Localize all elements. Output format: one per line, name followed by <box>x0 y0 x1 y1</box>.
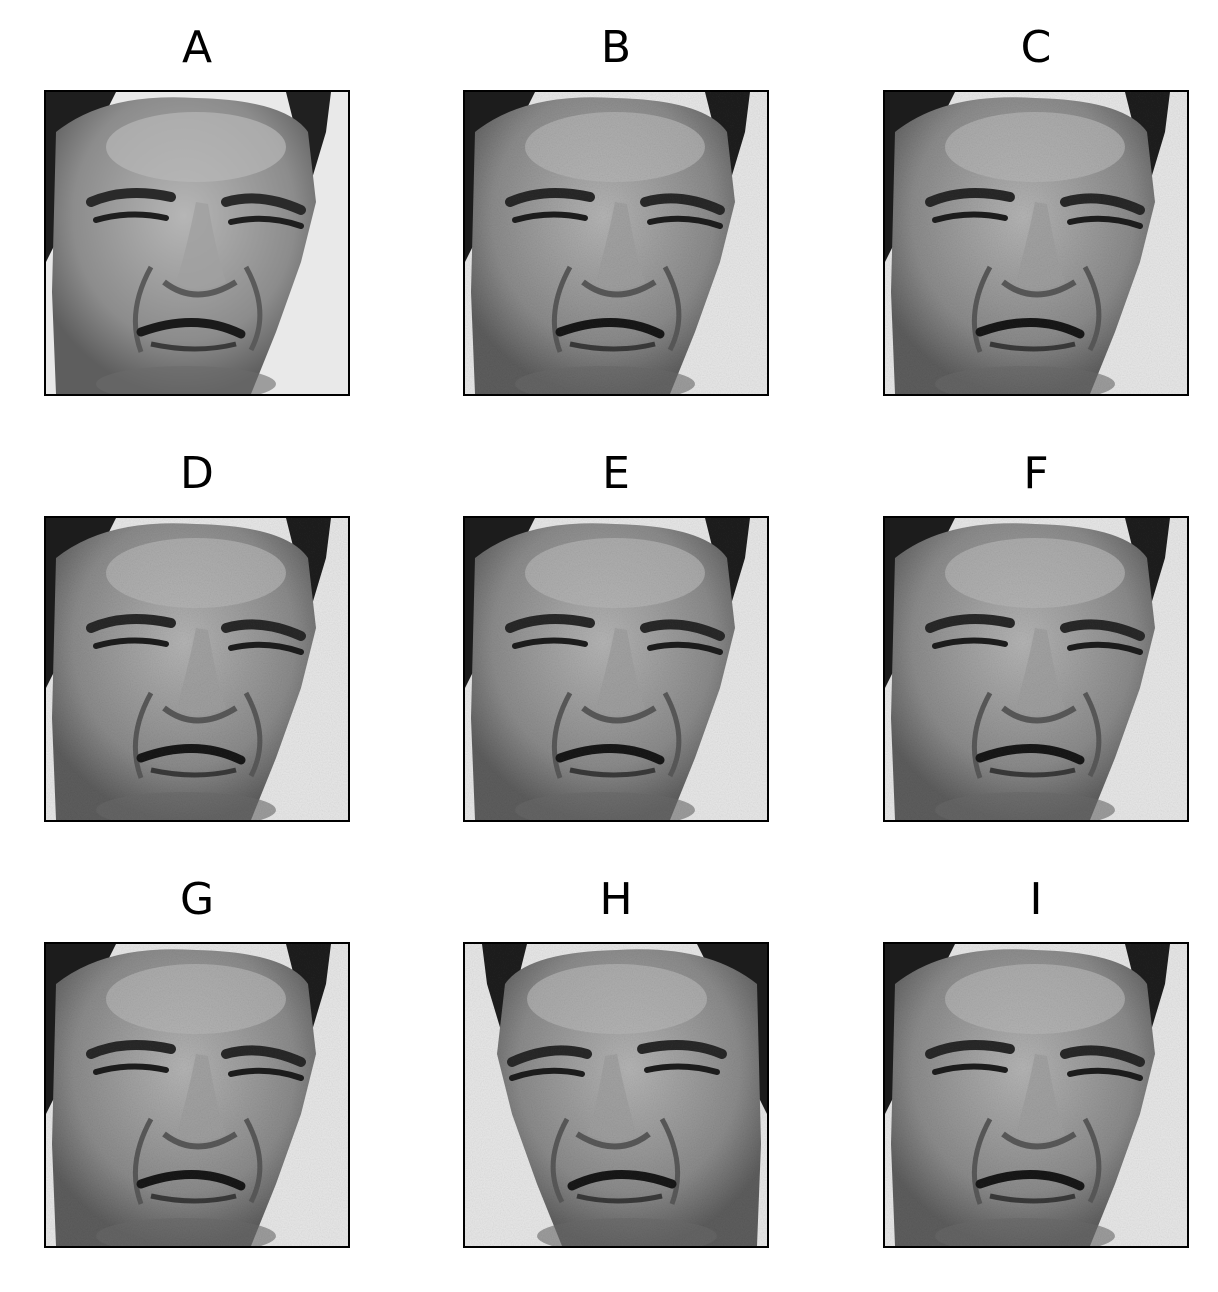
panel-title: C <box>1020 22 1052 73</box>
face-image <box>883 942 1189 1248</box>
panel-f: F <box>883 426 1189 822</box>
panel-d: D <box>44 426 350 822</box>
face-image <box>883 90 1189 396</box>
panel-g: G <box>44 852 350 1248</box>
panel-c: C <box>883 0 1189 396</box>
face-image <box>44 942 350 1248</box>
face-image <box>463 90 769 396</box>
panel-i: I <box>883 852 1189 1248</box>
panel-title: F <box>1023 448 1049 499</box>
panel-h: H <box>463 852 769 1248</box>
panel-title: D <box>180 448 214 499</box>
panel-title: B <box>600 22 632 73</box>
panel-title: G <box>179 874 215 925</box>
face-image <box>883 516 1189 822</box>
panel-title: E <box>602 448 630 499</box>
panel-title: H <box>599 874 633 925</box>
panel-e: E <box>463 426 769 822</box>
face-image <box>463 516 769 822</box>
panel-title: I <box>1029 874 1043 925</box>
panel-a: A <box>44 0 350 396</box>
face-image <box>44 90 350 396</box>
panel-title: A <box>181 22 213 73</box>
panel-b: B <box>463 0 769 396</box>
face-image <box>463 942 769 1248</box>
face-image <box>44 516 350 822</box>
